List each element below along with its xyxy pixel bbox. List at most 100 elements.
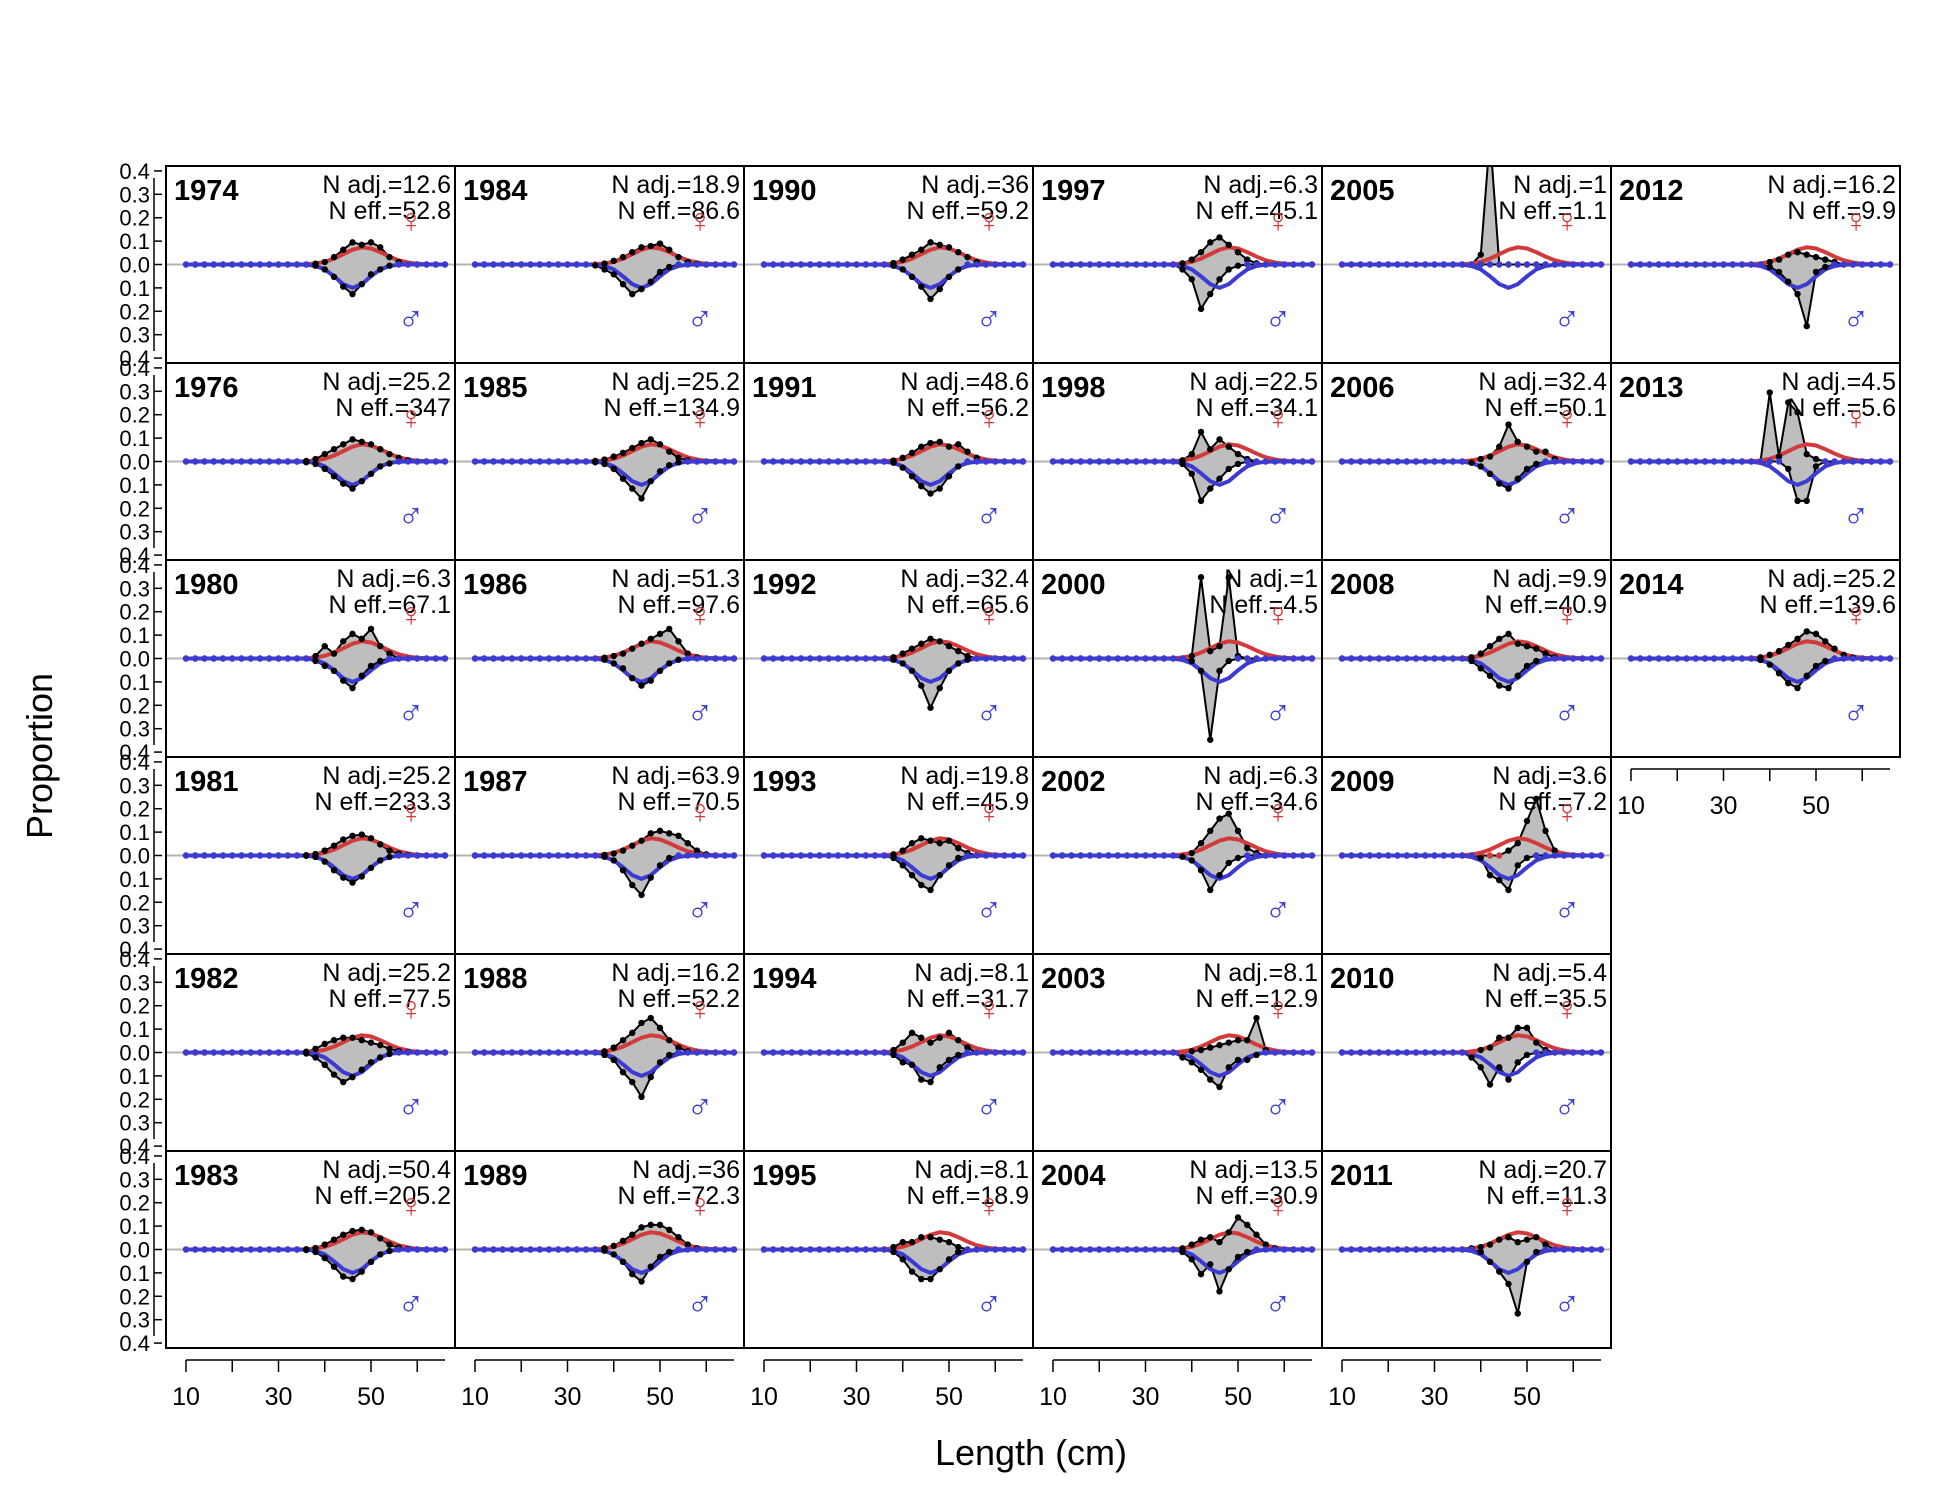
male-observed-point [1299, 655, 1306, 662]
male-symbol: ♂ [976, 495, 1003, 536]
female-observed-point [936, 638, 943, 645]
female-observed-point [675, 1044, 682, 1051]
male-observed-point [1225, 266, 1232, 273]
male-observed-point [1077, 1246, 1084, 1253]
male-observed-point [358, 672, 365, 679]
male-observed-point [1422, 852, 1429, 859]
male-observed-point [1683, 261, 1690, 268]
female-observed-point [1207, 1233, 1214, 1241]
male-observed-point [481, 458, 488, 465]
panel-plot-area [1033, 810, 1322, 894]
male-observed-point [1019, 852, 1027, 859]
panel-n-adj-label: N adj.=32.4 [1478, 368, 1607, 396]
female-observed-point [321, 1040, 328, 1048]
female-observed-area [186, 629, 445, 659]
x-tick-label: 30 [554, 1383, 582, 1411]
y-tick-label: 0.3 [119, 520, 150, 545]
female-observed-point [918, 835, 925, 842]
female-observed-point [321, 847, 328, 854]
male-observed-point [490, 458, 497, 465]
female-observed-point [675, 832, 682, 839]
male-observed-point [1207, 736, 1214, 743]
male-observed-point [770, 852, 777, 859]
male-observed-point [1253, 458, 1260, 465]
male-observed-point [629, 1270, 636, 1278]
male-observed-point [693, 261, 701, 268]
panel-2006: 2006 N adj.=32.4N eff.=50.1♀♂ [1321, 362, 1612, 561]
y-tick-label: 0.3 [119, 970, 150, 995]
female-observed-point [1197, 839, 1205, 847]
male-observed-point [192, 1246, 199, 1253]
male-observed-point [1403, 1049, 1410, 1056]
female-observed-point [1533, 645, 1540, 652]
male-observed-point [275, 1246, 282, 1253]
female-observed-point [656, 827, 664, 835]
female-observed-point [610, 1242, 617, 1250]
panel-n-eff-label: N eff.=18.9 [906, 1182, 1029, 1210]
male-observed-point [1179, 655, 1186, 662]
male-symbol: ♂ [687, 495, 714, 536]
male-observed-point [573, 261, 580, 268]
female-observed-point [1225, 1039, 1232, 1046]
male-observed-point [1160, 655, 1168, 662]
female-symbol: ♀ [398, 1187, 424, 1225]
male-observed-point [481, 1049, 488, 1056]
panel-n-adj-label: N adj.=4.5 [1781, 368, 1896, 396]
male-observed-point [367, 1258, 375, 1266]
male-observed-point [192, 261, 199, 268]
male-observed-point [1738, 261, 1746, 268]
male-observed-point [1001, 458, 1008, 465]
female-observed-point [936, 1034, 943, 1041]
male-observed-point [788, 655, 795, 662]
male-observed-point [684, 1246, 691, 1253]
female-observed-point [619, 449, 627, 457]
male-observed-point [1366, 261, 1373, 268]
male-observed-point [1579, 261, 1586, 268]
male-observed-point [182, 852, 190, 859]
male-observed-point [1357, 1049, 1364, 1056]
male-observed-point [441, 655, 449, 662]
male-observed-point [536, 852, 543, 859]
male-observed-point [1533, 1248, 1540, 1256]
female-observed-point [1542, 1241, 1549, 1248]
male-observed-point [441, 852, 449, 859]
male-observed-point [899, 464, 906, 471]
male-observed-point [973, 261, 980, 268]
female-observed-point [340, 441, 347, 448]
panel-n-eff-label: N eff.=205.2 [315, 1182, 451, 1210]
male-observed-point [816, 1049, 823, 1056]
y-tick-label: 0.2 [119, 994, 150, 1019]
male-observed-point [807, 852, 814, 859]
male-observed-point [564, 655, 571, 662]
male-observed-point [1123, 1246, 1131, 1253]
male-observed-point [582, 458, 590, 465]
male-observed-point [712, 1246, 719, 1253]
female-observed-point [1477, 1243, 1484, 1251]
male-observed-point [377, 657, 384, 665]
male-observed-point [1812, 268, 1820, 276]
male-observed-point [1049, 458, 1057, 465]
male-observed-point [404, 1049, 412, 1056]
male-observed-point [423, 655, 430, 662]
male-observed-point [182, 1246, 190, 1253]
male-symbol: ♂ [1554, 1283, 1581, 1324]
male-observed-point [1683, 458, 1690, 465]
male-observed-point [1077, 852, 1084, 859]
male-observed-point [684, 852, 691, 859]
female-observed-point [1486, 1044, 1494, 1051]
female-observed-point [1207, 827, 1214, 835]
male-observed-point [275, 1049, 282, 1056]
male-observed-point [1664, 458, 1672, 465]
male-observed-point [312, 460, 319, 468]
panel-year-label: 1980 [174, 569, 239, 601]
female-symbol: ♀ [687, 990, 713, 1028]
male-observed-point [395, 1049, 402, 1056]
male-observed-point [1785, 278, 1792, 285]
male-observed-point [1348, 852, 1355, 859]
male-observed-point [471, 1049, 479, 1056]
male-observed-point [1720, 261, 1727, 268]
male-observed-point [721, 1246, 728, 1253]
panel-2013: 2013 N adj.=4.5N eff.=5.6♀♂ [1610, 362, 1901, 561]
panel-1988: 1988 N adj.=16.2N eff.=52.2♀♂ [454, 953, 745, 1152]
female-observed-point [647, 436, 654, 443]
